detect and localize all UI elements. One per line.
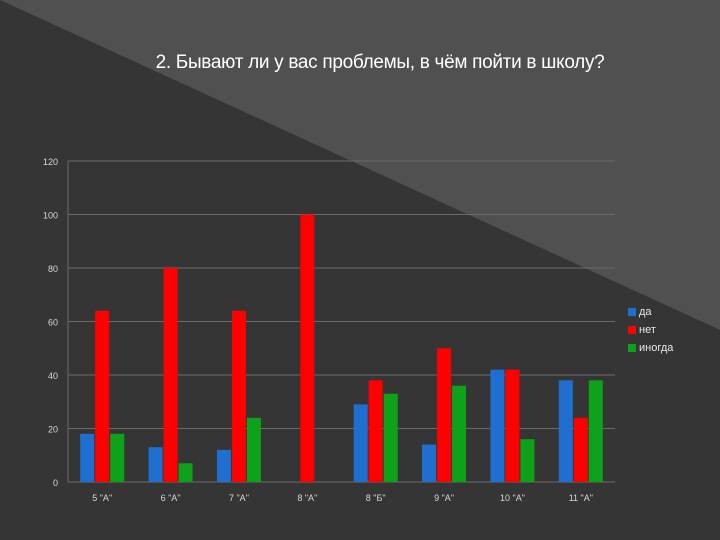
legend-swatch (628, 308, 636, 316)
x-tick-label: 10 "А" (500, 493, 525, 503)
legend: да нет иногда (628, 303, 673, 357)
y-tick-label: 40 (48, 371, 58, 381)
bar-2-6 (520, 439, 535, 482)
y-tick-label: 20 (48, 425, 58, 435)
bar-0-2 (216, 449, 231, 482)
y-tick-label: 60 (48, 318, 58, 328)
bar-1-2 (231, 310, 246, 482)
y-tick-label: 0 (53, 478, 58, 488)
x-tick-label: 7 "А" (229, 493, 249, 503)
legend-swatch (628, 326, 636, 334)
bar-1-6 (505, 369, 520, 482)
y-tick-label: 120 (43, 157, 58, 167)
x-tick-label: 11 "А" (569, 493, 593, 503)
x-axis-ticks: 5 "А" 6 "А" 7 "А" 8 "А" 8 "Б" 9 "А" 10 "А" 11 "… (92, 493, 593, 503)
legend-label: да (639, 306, 652, 318)
bars (80, 214, 603, 482)
gridlines (67, 160, 615, 483)
bar-1-4 (368, 380, 383, 482)
bar-0-4 (353, 404, 368, 482)
legend-item-net: нет (628, 321, 673, 339)
x-tick-label: 8 "Б" (366, 493, 386, 503)
x-tick-label: 8 "А" (297, 493, 317, 503)
bar-2-5 (452, 385, 467, 482)
legend-label: иногда (639, 342, 674, 354)
legend-label: нет (639, 324, 656, 336)
bar-1-1 (163, 268, 178, 482)
bar-0-7 (558, 380, 573, 482)
bar-2-2 (246, 417, 261, 482)
legend-swatch (628, 344, 636, 352)
bar-0-5 (422, 444, 437, 482)
bar-2-1 (178, 463, 193, 482)
chart-title: 2. Бывают ли у вас проблемы, в чём пойти… (155, 52, 605, 73)
bar-2-4 (383, 393, 398, 482)
bar-0-1 (148, 447, 163, 482)
x-tick-label: 6 "А" (161, 493, 181, 503)
legend-item-inogda: иногда (628, 339, 673, 357)
y-tick-label: 80 (48, 264, 58, 274)
bar-1-0 (95, 310, 110, 482)
y-tick-label: 100 (43, 211, 58, 221)
x-tick-label: 9 "А" (434, 493, 454, 503)
y-axis-ticks: 0 20 40 60 80 100 120 (43, 157, 58, 488)
bar-1-7 (573, 417, 588, 482)
legend-item-da: да (628, 303, 673, 321)
bar-1-3 (300, 214, 315, 482)
bar-2-7 (588, 380, 603, 482)
bar-0-6 (490, 369, 505, 482)
bar-0-0 (80, 433, 95, 482)
bar-2-0 (110, 433, 125, 482)
bar-1-5 (437, 348, 452, 482)
x-tick-label: 5 "А" (92, 493, 112, 503)
